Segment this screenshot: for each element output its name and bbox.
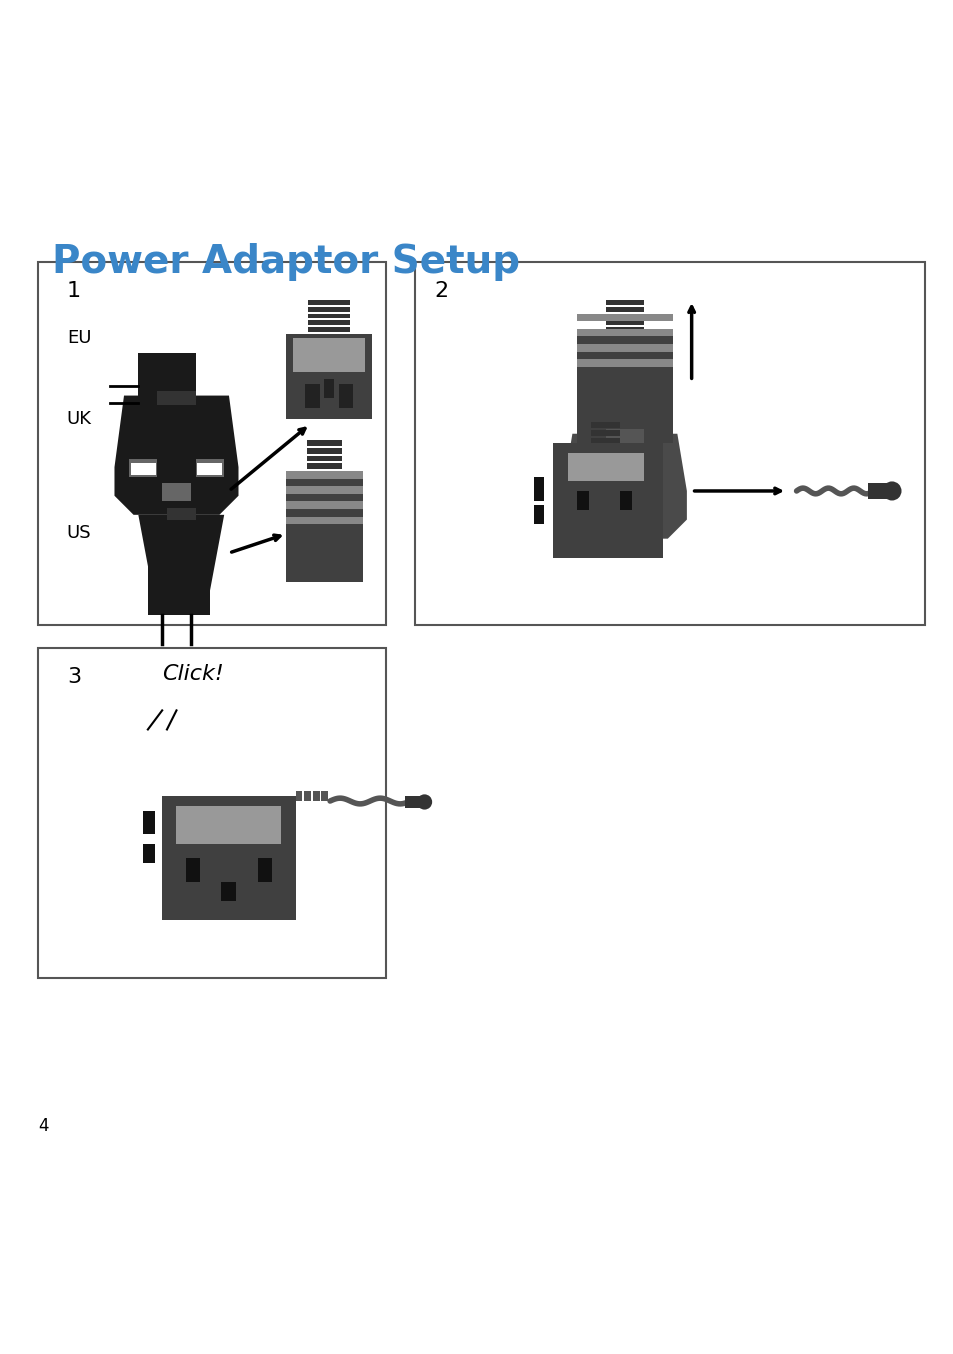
Bar <box>308 301 350 305</box>
Bar <box>295 792 302 802</box>
Bar <box>38 649 386 978</box>
Bar <box>619 492 631 510</box>
Bar <box>324 379 334 398</box>
Bar <box>313 792 319 802</box>
Text: EU: EU <box>67 329 91 347</box>
Bar <box>307 448 341 454</box>
Text: UK: UK <box>67 410 91 428</box>
Bar <box>415 263 924 624</box>
Text: 3: 3 <box>67 668 81 688</box>
Bar <box>605 320 643 325</box>
Bar <box>605 307 643 311</box>
Text: Click!: Click! <box>162 663 224 684</box>
Bar <box>308 320 350 325</box>
Bar <box>553 443 662 558</box>
Bar <box>221 881 235 902</box>
Bar <box>591 422 619 428</box>
Bar <box>308 307 350 311</box>
Bar <box>286 333 372 420</box>
Polygon shape <box>562 433 686 539</box>
Bar <box>867 483 891 498</box>
Bar <box>591 431 619 436</box>
Text: US: US <box>67 524 91 543</box>
Bar <box>38 263 386 624</box>
Bar <box>308 326 350 332</box>
Bar <box>305 385 319 408</box>
Bar <box>567 452 643 482</box>
Bar <box>605 314 643 318</box>
Bar <box>257 858 272 881</box>
Bar <box>293 338 365 372</box>
Bar <box>286 471 362 478</box>
Bar <box>307 440 341 445</box>
Bar <box>577 492 588 510</box>
Text: 4: 4 <box>38 1117 49 1135</box>
Bar <box>143 811 154 834</box>
Bar <box>197 463 222 475</box>
Bar <box>577 314 672 321</box>
Bar <box>605 326 643 332</box>
Text: Power Adaptor Setup: Power Adaptor Setup <box>52 242 520 280</box>
Bar <box>138 352 195 414</box>
Bar <box>308 333 350 338</box>
Polygon shape <box>138 515 224 592</box>
Bar <box>148 543 210 615</box>
Bar <box>605 301 643 305</box>
Bar <box>338 385 353 408</box>
Bar <box>131 463 155 475</box>
Circle shape <box>416 795 432 810</box>
Bar <box>129 459 157 477</box>
Bar <box>286 486 362 494</box>
Bar <box>304 792 311 802</box>
Bar <box>176 806 281 844</box>
Bar <box>577 359 672 367</box>
Bar <box>195 459 224 477</box>
Bar <box>162 796 295 921</box>
Bar <box>307 471 341 477</box>
Polygon shape <box>114 395 238 515</box>
Bar <box>186 858 200 881</box>
Bar <box>308 314 350 318</box>
Bar <box>307 463 341 468</box>
Bar <box>143 844 154 862</box>
Bar <box>286 473 362 582</box>
Bar <box>162 483 191 501</box>
Bar <box>577 344 672 352</box>
Bar <box>405 796 424 808</box>
Bar <box>286 517 362 524</box>
Bar <box>577 333 672 443</box>
Circle shape <box>882 482 901 501</box>
Bar <box>534 477 543 501</box>
Text: 1: 1 <box>67 282 81 301</box>
Bar <box>534 505 543 524</box>
Bar <box>157 391 195 405</box>
Bar <box>605 333 643 338</box>
Bar <box>286 501 362 509</box>
Bar <box>577 329 672 336</box>
Text: 2: 2 <box>434 282 448 301</box>
Bar <box>591 437 619 443</box>
Bar <box>307 456 341 462</box>
Bar <box>321 792 328 802</box>
Bar <box>605 429 643 443</box>
Bar <box>167 508 195 520</box>
